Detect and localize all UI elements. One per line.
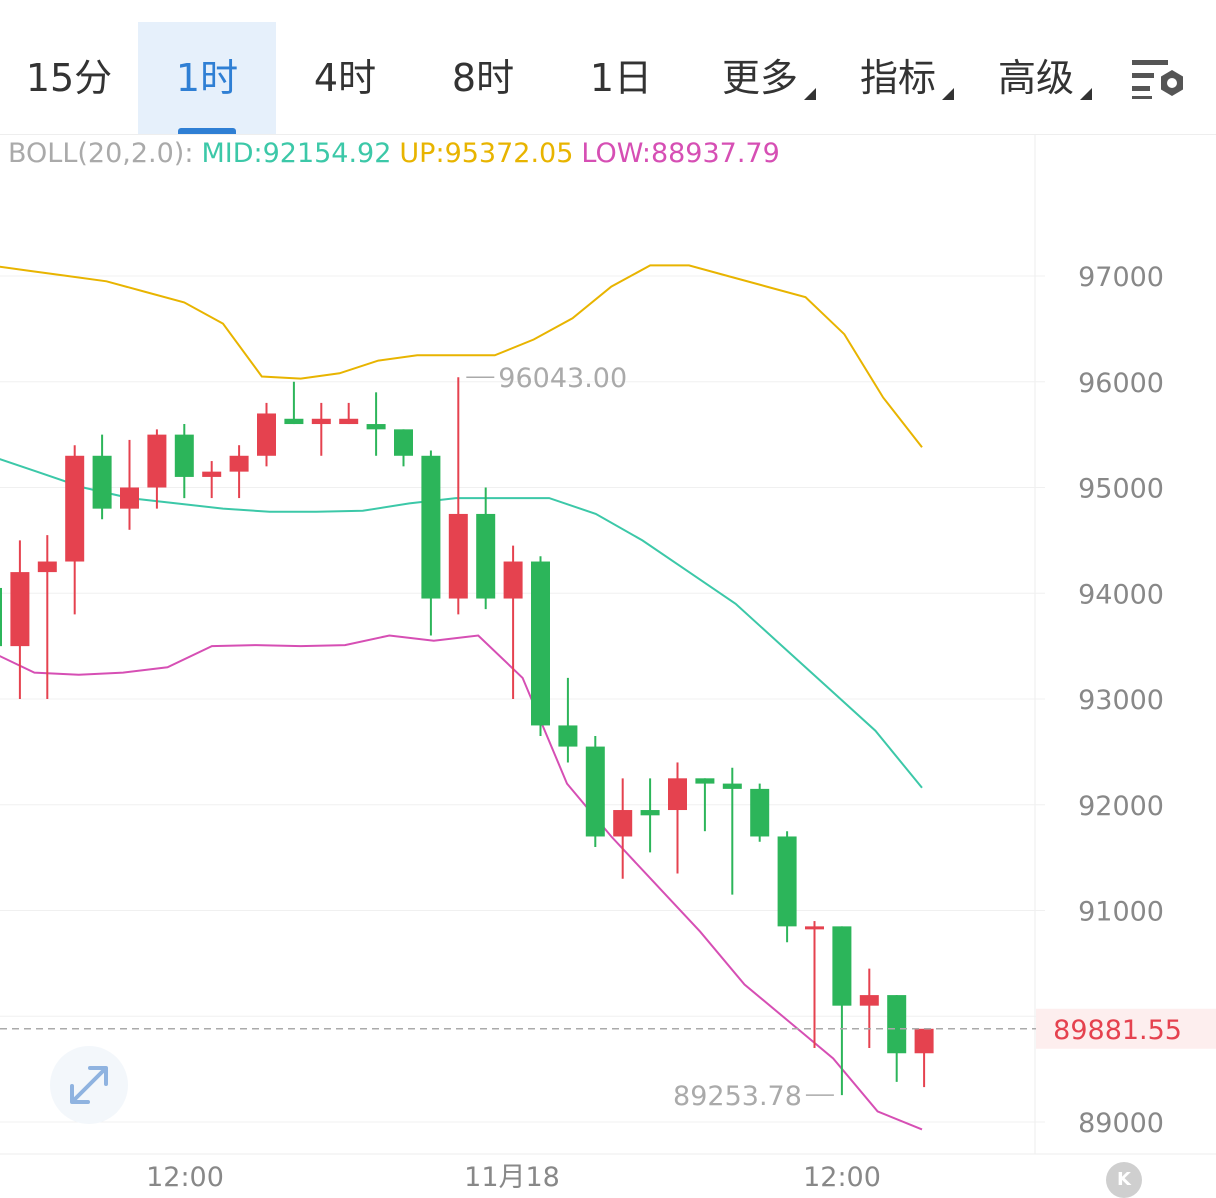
candle-body[interactable] bbox=[613, 810, 633, 837]
candle-body[interactable] bbox=[421, 455, 441, 599]
candle-body[interactable] bbox=[476, 513, 496, 599]
boll-up-value: UP:95372.05 bbox=[399, 138, 574, 169]
candle-body[interactable] bbox=[558, 725, 578, 747]
low-marker-label: 89253.78 bbox=[673, 1081, 802, 1112]
candle-body[interactable] bbox=[914, 1028, 934, 1054]
x-tick-label: 11月18 bbox=[464, 1162, 560, 1193]
candle-body[interactable] bbox=[257, 413, 276, 456]
tab-advanced[interactable]: 高级 bbox=[984, 22, 1092, 134]
candle-body[interactable] bbox=[0, 587, 2, 647]
dropdown-triangle-icon bbox=[1080, 88, 1092, 100]
boll-label: BOLL(20,2.0): bbox=[8, 138, 194, 169]
dropdown-triangle-icon bbox=[804, 88, 816, 100]
candle-body[interactable] bbox=[394, 429, 413, 456]
candle-body[interactable] bbox=[65, 455, 85, 562]
boll-up-line bbox=[0, 264, 923, 448]
candle-body[interactable] bbox=[777, 836, 797, 927]
x-tick-label: 12:00 bbox=[803, 1162, 881, 1193]
candle-body[interactable] bbox=[202, 471, 222, 477]
candle-body[interactable] bbox=[695, 778, 715, 784]
candle-body[interactable] bbox=[503, 561, 523, 599]
candle-body[interactable] bbox=[805, 926, 824, 930]
candle-body[interactable] bbox=[366, 424, 386, 430]
active-tab-indicator bbox=[178, 128, 236, 134]
candle-body[interactable] bbox=[10, 572, 30, 647]
candle-body[interactable] bbox=[37, 561, 57, 573]
candle-body[interactable] bbox=[640, 810, 660, 816]
tab-1hour[interactable]: 1时 bbox=[138, 22, 276, 134]
tab-1day[interactable]: 1日 bbox=[552, 22, 690, 134]
y-tick-label: 92000 bbox=[1078, 791, 1164, 822]
tab-indicators[interactable]: 指标 bbox=[846, 22, 954, 134]
candle-body[interactable] bbox=[668, 778, 687, 811]
tab-label: 8时 bbox=[451, 56, 515, 100]
boll-indicator-legend: BOLL(20,2.0): MID:92154.92 UP:95372.05 LOW:… bbox=[8, 138, 788, 169]
candle-body[interactable] bbox=[722, 783, 742, 789]
candle-body[interactable] bbox=[229, 455, 249, 472]
boll-low-line bbox=[0, 634, 923, 1131]
tab-more[interactable]: 更多 bbox=[708, 22, 816, 134]
chart-settings-icon[interactable] bbox=[1130, 56, 1190, 106]
timeframe-tabs: 15分 1时 4时 8时 1日 更多 指标 高级 bbox=[0, 0, 1216, 135]
candle-body[interactable] bbox=[832, 926, 852, 1006]
boll-mid-line bbox=[0, 458, 923, 789]
candle-body[interactable] bbox=[448, 513, 468, 599]
expand-arrows-icon[interactable] bbox=[50, 1046, 128, 1124]
candle-body[interactable] bbox=[531, 561, 550, 726]
boll-mid-value: MID:92154.92 bbox=[201, 138, 392, 169]
current-price-badge bbox=[1036, 1008, 1216, 1049]
current-price-label: 89881.55 bbox=[1053, 1015, 1182, 1046]
dropdown-triangle-icon bbox=[942, 88, 954, 100]
candle-body[interactable] bbox=[585, 746, 605, 837]
tab-4hour[interactable]: 4时 bbox=[276, 22, 414, 134]
tab-label: 高级 bbox=[997, 56, 1074, 100]
candle-body[interactable] bbox=[311, 418, 331, 425]
candle-body[interactable] bbox=[120, 487, 139, 509]
candle-body[interactable] bbox=[284, 418, 304, 425]
y-tick-label: 97000 bbox=[1078, 262, 1164, 293]
candle-body[interactable] bbox=[750, 788, 770, 837]
kline-k-icon[interactable]: K bbox=[1106, 1162, 1142, 1198]
candle-body[interactable] bbox=[887, 995, 907, 1054]
tab-label: 更多 bbox=[721, 56, 798, 100]
tab-15min[interactable]: 15分 bbox=[0, 22, 138, 134]
tab-8hour[interactable]: 8时 bbox=[414, 22, 552, 134]
candle-body[interactable] bbox=[339, 418, 359, 425]
candlestick-chart[interactable]: 89000 91000 92000 93000 94000 95000 96000 97000… bbox=[0, 134, 1216, 1194]
y-tick-label: 89000 bbox=[1078, 1108, 1164, 1139]
tab-label: 4时 bbox=[313, 56, 377, 100]
candle-body[interactable] bbox=[92, 455, 112, 509]
candle-body[interactable] bbox=[859, 995, 879, 1006]
y-tick-label: 91000 bbox=[1078, 897, 1164, 928]
candle-body[interactable] bbox=[174, 434, 194, 477]
tab-label: 指标 bbox=[859, 56, 936, 100]
tab-label: 1日 bbox=[589, 56, 653, 100]
high-marker-label: 96043.00 bbox=[498, 363, 627, 394]
y-tick-label: 95000 bbox=[1078, 474, 1164, 505]
tab-label: 15分 bbox=[25, 56, 113, 100]
y-tick-label: 94000 bbox=[1078, 579, 1164, 610]
y-tick-label: 96000 bbox=[1078, 368, 1164, 399]
boll-low-value: LOW:88937.79 bbox=[581, 138, 780, 169]
x-tick-label: 12:00 bbox=[146, 1162, 224, 1193]
y-tick-label: 93000 bbox=[1078, 685, 1164, 716]
candle-body[interactable] bbox=[147, 434, 167, 488]
tab-label: 1时 bbox=[175, 56, 239, 100]
